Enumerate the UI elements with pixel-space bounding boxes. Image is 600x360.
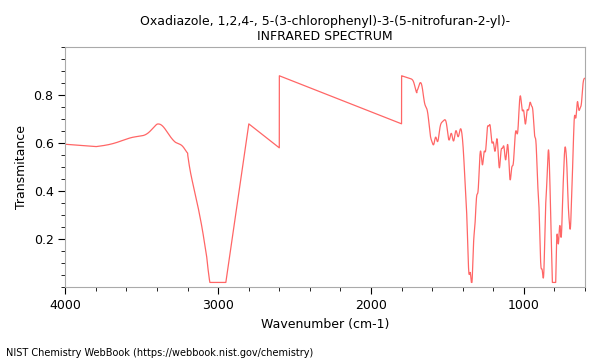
X-axis label: Wavenumber (cm-1): Wavenumber (cm-1) <box>261 318 389 330</box>
Title: Oxadiazole, 1,2,4-, 5-(3-chlorophenyl)-3-(5-nitrofuran-2-yl)-
INFRARED SPECTRUM: Oxadiazole, 1,2,4-, 5-(3-chlorophenyl)-3… <box>140 15 510 43</box>
Y-axis label: Transmitance: Transmitance <box>15 125 28 209</box>
Text: NIST Chemistry WebBook (https://webbook.nist.gov/chemistry): NIST Chemistry WebBook (https://webbook.… <box>6 348 313 358</box>
